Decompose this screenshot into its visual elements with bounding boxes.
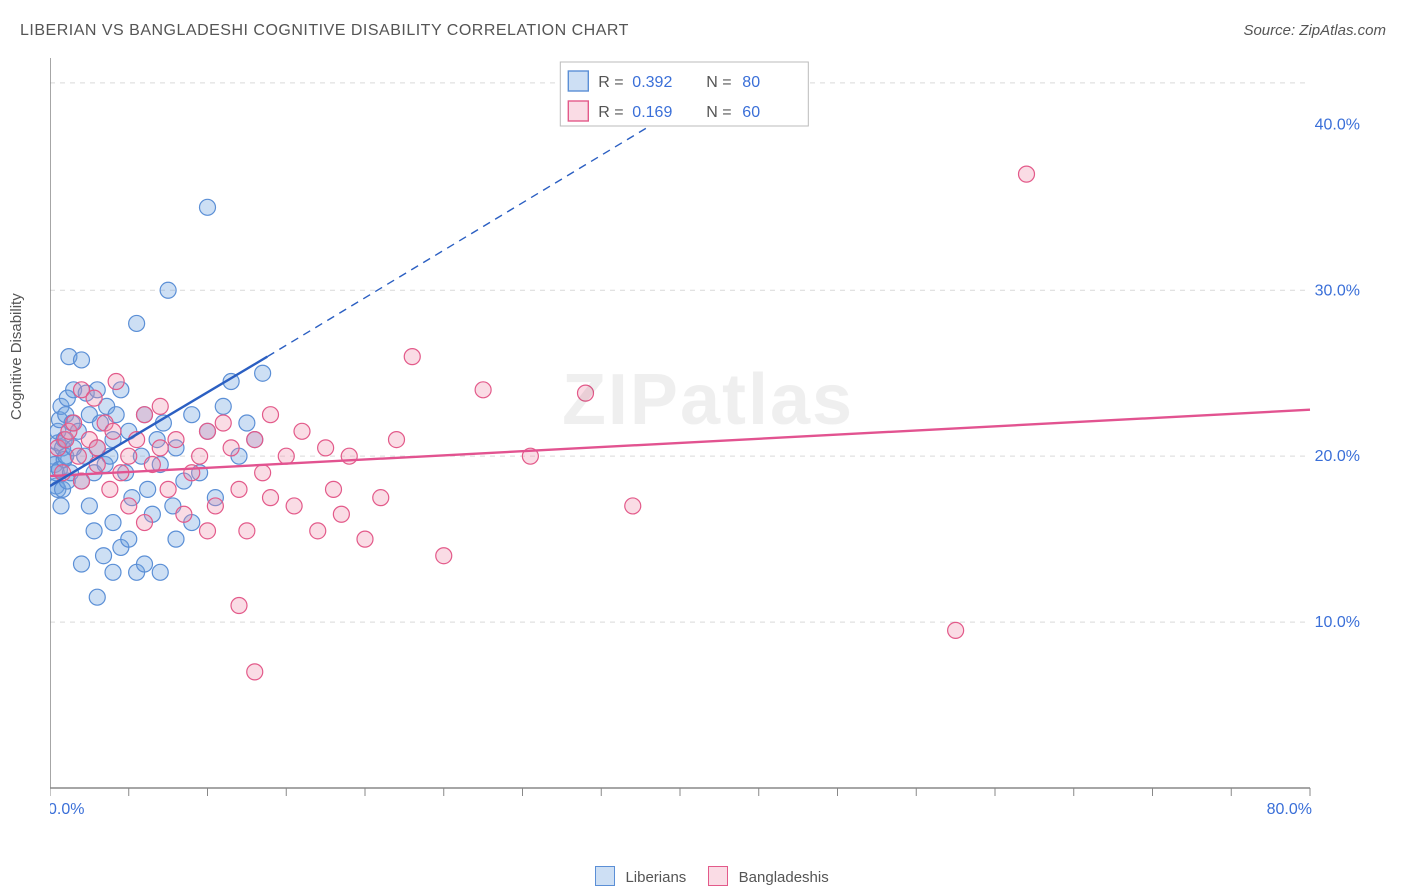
svg-text:40.0%: 40.0% [1315, 116, 1360, 133]
legend-swatch-liberians [595, 866, 615, 886]
y-axis-label: Cognitive Disability [8, 293, 25, 420]
svg-text:60: 60 [742, 104, 760, 121]
plot-area: 10.0% 20.0% 30.0% 40.0% 0.0% 80.0% R = 0.392 N =… [50, 58, 1366, 818]
svg-text:R =: R = [598, 104, 623, 121]
svg-text:80.0%: 80.0% [1267, 801, 1312, 818]
svg-text:N =: N = [706, 104, 731, 121]
svg-text:R =: R = [598, 74, 623, 91]
svg-text:0.0%: 0.0% [50, 801, 84, 818]
source-attribution: Source: ZipAtlas.com [1243, 22, 1386, 39]
svg-text:0.169: 0.169 [632, 104, 672, 121]
svg-text:N =: N = [706, 74, 731, 91]
legend-swatch-bangladeshis [708, 866, 728, 886]
scatter-chart: 10.0% 20.0% 30.0% 40.0% 0.0% 80.0% R = 0.392 N =… [50, 58, 1366, 818]
legend-label-liberians: Liberians [625, 869, 686, 886]
svg-text:80: 80 [742, 74, 760, 91]
chart-container: LIBERIAN VS BANGLADESHI COGNITIVE DISABI… [0, 0, 1406, 892]
legend-label-bangladeshis: Bangladeshis [739, 869, 829, 886]
chart-title: LIBERIAN VS BANGLADESHI COGNITIVE DISABI… [20, 22, 629, 40]
svg-text:0.392: 0.392 [632, 74, 672, 91]
bottom-legend: Liberians Bangladeshis [0, 866, 1406, 886]
svg-text:20.0%: 20.0% [1315, 448, 1360, 465]
svg-text:10.0%: 10.0% [1315, 614, 1360, 631]
svg-text:30.0%: 30.0% [1315, 282, 1360, 299]
